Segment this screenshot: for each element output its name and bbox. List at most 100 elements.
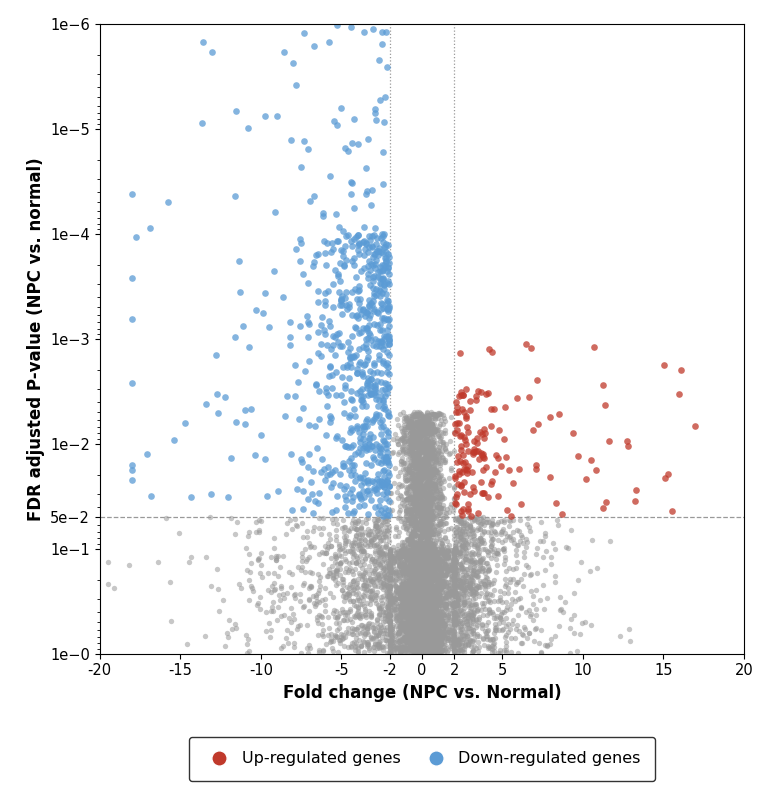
Point	[479, 618, 492, 631]
Point	[362, 638, 374, 650]
Point	[456, 402, 469, 415]
Point	[417, 571, 430, 584]
Point	[513, 513, 525, 526]
Point	[477, 543, 489, 556]
Point	[452, 634, 464, 646]
Point	[349, 321, 361, 334]
Point	[408, 644, 420, 657]
Point	[410, 500, 423, 512]
Point	[430, 456, 442, 469]
Point	[361, 622, 374, 635]
Point	[249, 516, 262, 528]
Point	[416, 456, 429, 469]
Point	[401, 481, 413, 493]
Point	[414, 611, 426, 624]
Point	[416, 562, 429, 575]
Point	[410, 615, 423, 628]
Point	[351, 292, 363, 305]
Point	[475, 536, 487, 549]
Point	[433, 562, 446, 575]
Point	[413, 431, 426, 444]
Point	[321, 399, 333, 412]
Point	[392, 587, 404, 600]
Point	[409, 558, 421, 571]
Point	[426, 548, 438, 560]
Point	[410, 477, 422, 490]
Point	[420, 644, 433, 657]
Point	[333, 549, 345, 562]
Point	[407, 613, 419, 626]
Point	[400, 481, 413, 493]
Point	[425, 563, 437, 576]
Point	[416, 575, 429, 588]
Point	[380, 423, 393, 436]
Point	[403, 493, 416, 505]
Point	[421, 600, 433, 613]
Point	[403, 604, 416, 617]
Point	[428, 450, 440, 462]
Point	[400, 441, 413, 453]
Point	[436, 586, 448, 599]
Point	[413, 562, 425, 575]
Point	[384, 329, 396, 342]
Point	[325, 236, 337, 249]
Point	[489, 465, 501, 478]
Point	[418, 436, 430, 449]
Point	[459, 638, 471, 650]
Point	[411, 543, 423, 556]
Point	[412, 432, 424, 445]
Point	[331, 552, 343, 564]
Point	[406, 559, 418, 571]
Point	[436, 591, 448, 604]
Point	[418, 549, 430, 562]
Point	[368, 229, 380, 241]
Point	[415, 611, 427, 624]
Point	[400, 429, 412, 442]
Point	[384, 544, 396, 557]
Point	[418, 438, 430, 451]
Point	[378, 566, 390, 579]
Point	[407, 634, 419, 646]
Point	[418, 469, 430, 481]
Point	[428, 558, 440, 571]
Point	[381, 593, 393, 606]
Point	[422, 558, 434, 571]
Point	[312, 587, 324, 599]
Point	[423, 556, 436, 569]
Point	[432, 618, 444, 631]
Point	[410, 556, 422, 569]
Point	[367, 645, 380, 658]
Point	[430, 512, 442, 524]
Point	[471, 512, 483, 525]
Point	[382, 426, 394, 438]
Point	[438, 620, 450, 633]
Point	[431, 555, 443, 567]
Point	[390, 580, 403, 593]
Point	[377, 394, 389, 406]
Point	[384, 642, 396, 654]
Point	[435, 575, 447, 588]
Point	[412, 587, 424, 599]
Point	[366, 575, 378, 588]
Point	[357, 569, 369, 582]
Point	[408, 454, 420, 467]
Point	[440, 546, 453, 559]
Point	[347, 583, 360, 595]
Point	[453, 616, 465, 629]
Point	[413, 542, 425, 555]
Point	[429, 571, 441, 583]
Point	[398, 583, 410, 596]
Point	[423, 605, 435, 618]
Point	[435, 581, 447, 594]
Point	[488, 612, 500, 625]
Point	[362, 474, 374, 487]
Point	[416, 455, 428, 468]
Point	[410, 520, 423, 532]
Point	[407, 618, 420, 631]
Point	[423, 519, 435, 532]
Point	[420, 552, 433, 564]
Point	[365, 594, 377, 607]
X-axis label: Fold change (NPC vs. Normal): Fold change (NPC vs. Normal)	[282, 684, 561, 702]
Point	[410, 631, 422, 644]
Point	[415, 546, 427, 559]
